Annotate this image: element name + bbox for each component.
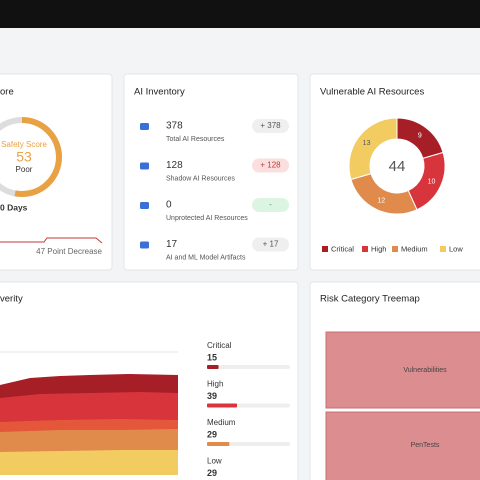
donut-segment: [348, 117, 398, 181]
score: 53: [16, 149, 32, 165]
legend-label: Low: [449, 244, 463, 253]
treemap-cell: [325, 331, 480, 409]
card-title: AI Inventory: [134, 87, 185, 98]
badge-bg: [252, 198, 289, 212]
row-icon: [140, 123, 149, 130]
treemap-cell: [325, 411, 480, 480]
label: Unprotected AI Resources: [166, 215, 248, 222]
count: 0: [166, 200, 172, 211]
card-title: ore: [0, 87, 14, 98]
vulnerable-card: [309, 73, 480, 271]
rating: Poor: [16, 165, 33, 174]
level-value: 15: [207, 352, 217, 362]
treemap-label: PenTests: [411, 442, 440, 449]
level-bar: [207, 442, 230, 446]
card-title: Vulnerable AI Resources: [320, 87, 424, 98]
donut-total: 44: [389, 158, 406, 175]
level-value: 39: [207, 391, 217, 401]
level-bar: [207, 403, 238, 408]
level-name: High: [207, 380, 223, 389]
top-bar: [0, 0, 480, 28]
card-title: verity: [0, 294, 23, 305]
count: 17: [166, 239, 178, 250]
badge: -: [269, 200, 272, 209]
segment-label: 9: [418, 132, 422, 139]
card-title: Risk Category Treemap: [320, 294, 420, 305]
gauge-label: Safety Score: [1, 140, 47, 149]
legend-swatch: [362, 246, 368, 252]
level-track: [207, 365, 290, 369]
period: 0 Days: [0, 202, 28, 212]
gauge-arc: [14, 117, 62, 197]
label: Shadow AI Resources: [166, 175, 235, 182]
badge-bg: [252, 158, 289, 173]
segment-label: 13: [363, 140, 371, 147]
level-name: Critical: [207, 341, 232, 350]
count: 128: [166, 160, 183, 171]
level-value: 29: [207, 429, 217, 439]
badge: + 128: [260, 161, 281, 170]
row-icon: [140, 162, 149, 170]
change: 47 Point Decrease: [36, 247, 102, 256]
badge: + 17: [263, 240, 279, 249]
segment-label: 12: [377, 197, 385, 204]
label: Total AI Resources: [166, 136, 225, 143]
legend-swatch: [322, 246, 328, 252]
row-icon: [140, 202, 149, 209]
badge-bg: [252, 119, 289, 133]
badge-bg: [252, 237, 289, 252]
badge: + 378: [260, 121, 281, 130]
legend-label: Medium: [401, 244, 428, 253]
segment-label: 10: [428, 179, 436, 186]
level-name: Medium: [207, 418, 236, 427]
row-icon: [140, 241, 149, 249]
legend-swatch: [440, 246, 446, 252]
treemap-label: Vulnerabilities: [403, 367, 447, 374]
legend-swatch: [392, 246, 398, 252]
count: 378: [166, 121, 183, 132]
trend-line: [0, 237, 103, 244]
legend-label: High: [371, 244, 386, 253]
legend-label: Critical: [331, 244, 354, 253]
area-layer: [0, 450, 178, 475]
label: AI and ML Model Artifacts: [166, 254, 246, 261]
level-bar: [207, 365, 219, 369]
level-value: 29: [207, 468, 217, 478]
level-name: Low: [207, 457, 222, 466]
